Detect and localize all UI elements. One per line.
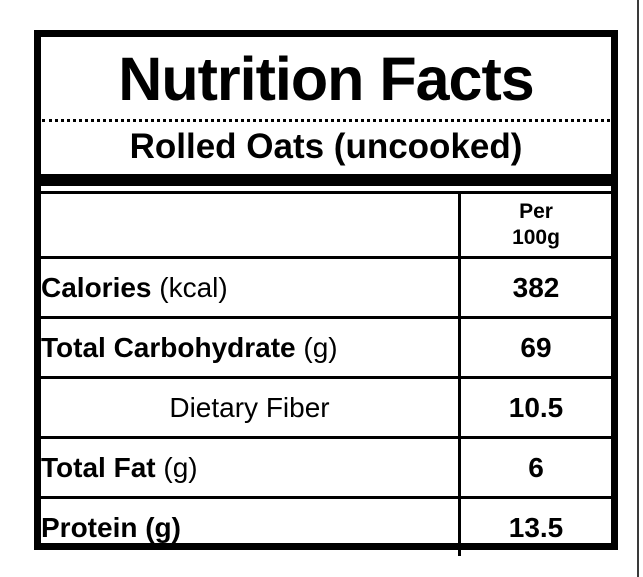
label-subtitle: Rolled Oats (uncooked) (129, 127, 523, 166)
nutrient-name-cell: Total Fat (g) (41, 436, 460, 498)
nutrient-unit: (kcal) (151, 271, 228, 303)
nutrient-name-cell: Dietary Fiber (41, 376, 460, 438)
per-100g-header-line2: 100g (512, 226, 560, 250)
nutrient-value-cell: 13.5 (458, 496, 611, 557)
table-row-total-fat: Total Fat (g) 6 (41, 436, 611, 498)
nutrient-unit: (g) (155, 451, 198, 483)
nutrient-value-cell: 6 (458, 436, 611, 498)
empty-header-cell (41, 191, 460, 258)
nutrient-value-cell: 382 (458, 256, 611, 318)
thick-separator-bar (41, 174, 611, 187)
per-100g-header-line1: Per (519, 200, 553, 223)
nutrient-unit: (g) (295, 331, 338, 363)
table-row-calories: Calories (kcal) 382 (41, 256, 611, 318)
nutrition-facts-label: Nutrition Facts Rolled Oats (uncooked) P… (34, 30, 618, 557)
nutrition-table: Per 100g Calories (kcal) 382 Total Carbo… (41, 191, 611, 557)
table-header-row: Per 100g (41, 191, 611, 258)
table-row-protein: Protein (g) 13.5 (41, 496, 611, 557)
nutrient-name: Calories (41, 271, 152, 303)
table-row-dietary-fiber: Dietary Fiber 10.5 (41, 376, 611, 438)
nutrient-name: Total Carbohydrate (41, 331, 296, 363)
nutrient-name: Protein (g) (41, 511, 181, 543)
nutrient-name: Total Fat (41, 451, 156, 483)
right-edge-line (637, 0, 639, 577)
nutrient-name-cell: Total Carbohydrate (g) (41, 316, 460, 378)
nutrient-name-cell: Protein (g) (41, 496, 460, 557)
nutrient-name-cell: Calories (kcal) (41, 256, 460, 318)
nutrient-name: Dietary Fiber (169, 391, 330, 423)
dotted-divider (42, 119, 610, 122)
label-title: Nutrition Facts (118, 45, 534, 113)
nutrient-value-cell: 69 (458, 316, 611, 378)
table-row-total-carbohydrate: Total Carbohydrate (g) 69 (41, 316, 611, 378)
per-100g-header-cell: Per 100g (458, 191, 611, 258)
nutrient-value-cell: 10.5 (458, 376, 611, 438)
